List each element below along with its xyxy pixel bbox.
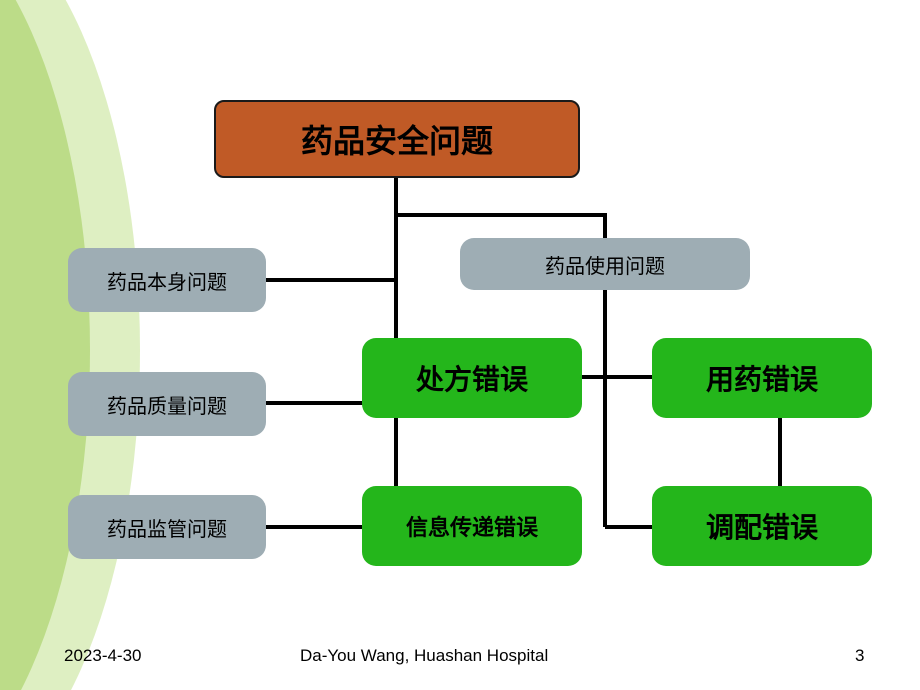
node-label: 药品质量问题	[107, 390, 227, 419]
node-label: 药品本身问题	[107, 266, 227, 295]
node-dispensing-error: 调配错误	[652, 486, 872, 566]
node-label: 用药错误	[706, 358, 818, 398]
footer-author: Da-You Wang, Huashan Hospital	[300, 646, 548, 666]
node-medication-error: 用药错误	[652, 338, 872, 418]
background-curve-2	[0, 0, 140, 690]
node-drug-intrinsic: 药品本身问题	[68, 248, 266, 312]
node-drug-usage: 药品使用问题	[460, 238, 750, 290]
background-curve-1	[0, 0, 90, 690]
node-information-error: 信息传递错误	[362, 486, 582, 566]
footer-date: 2023-4-30	[64, 646, 142, 666]
slide: 药品安全问题 药品本身问题 药品质量问题 药品监管问题 药品使用问题 处方错误 …	[0, 0, 920, 690]
node-prescription-error: 处方错误	[362, 338, 582, 418]
node-label: 处方错误	[416, 358, 528, 398]
node-label: 药品监管问题	[107, 513, 227, 542]
node-label: 信息传递错误	[406, 510, 538, 542]
node-drug-quality: 药品质量问题	[68, 372, 266, 436]
node-label: 调配错误	[706, 506, 818, 546]
root-node-label: 药品安全问题	[301, 116, 493, 162]
root-node: 药品安全问题	[214, 100, 580, 178]
node-drug-regulation: 药品监管问题	[68, 495, 266, 559]
node-label: 药品使用问题	[545, 250, 665, 279]
footer-page-number: 3	[855, 646, 864, 666]
